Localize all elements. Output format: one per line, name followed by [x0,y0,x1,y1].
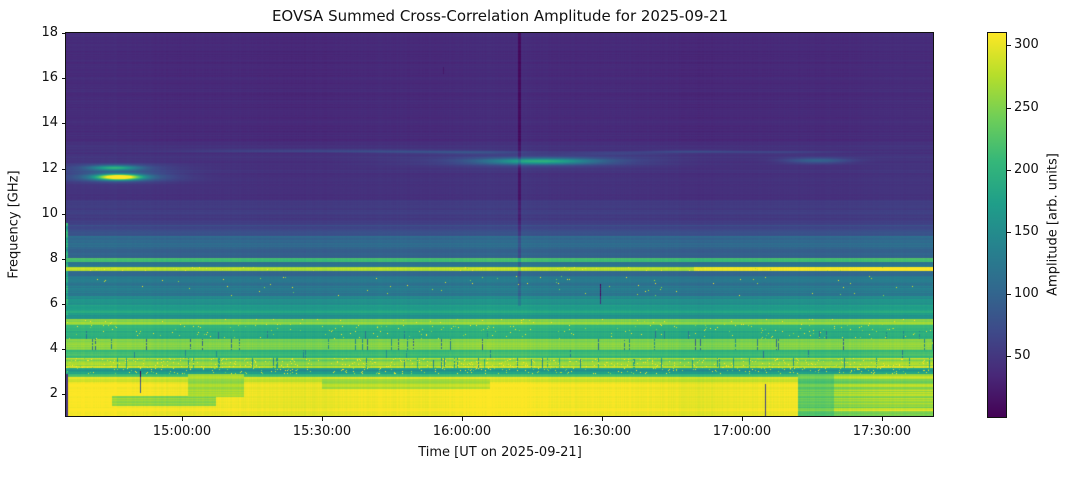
colorbar-tick-mark [1007,355,1011,357]
y-tick-mark [62,78,66,80]
x-tick-label: 17:30:00 [852,424,912,439]
figure-title: EOVSA Summed Cross-Correlation Amplitude… [271,7,729,25]
y-tick-label: 14 [41,115,58,131]
x-tick-label: 15:00:00 [152,424,212,439]
y-tick-label: 10 [41,205,58,221]
x-tick-mark [602,417,603,421]
colorbar-tick-mark [1007,231,1011,233]
x-tick-mark [742,417,743,421]
y-tick-label: 8 [49,250,58,266]
x-axis-label: Time [UT on 2025-09-21] [418,445,582,460]
x-tick-label: 16:00:00 [432,424,492,439]
spectrogram-heatmap [66,33,934,417]
y-tick-label: 16 [41,70,58,86]
colorbar-tick-label: 300 [1014,37,1039,53]
y-axis-label: Frequency [GHz] [6,170,22,279]
colorbar-tick-mark [1007,45,1011,47]
y-tick-label: 6 [49,296,58,312]
colorbar-tick-mark [1007,293,1011,295]
x-tick-label: 16:30:00 [572,424,632,439]
colorbar [988,33,1007,418]
y-tick-label: 18 [41,25,58,40]
x-tick-mark [322,417,323,421]
colorbar-tick-label: 100 [1014,285,1039,301]
x-tick-mark [882,417,883,421]
colorbar-tick-label: 250 [1014,99,1039,115]
y-tick-label: 2 [49,386,58,402]
x-tick-mark [182,417,183,421]
x-tick-mark [462,417,463,421]
y-tick-mark [62,168,66,170]
y-tick-mark [62,213,66,215]
y-tick-mark [62,349,66,351]
colorbar-tick-label: 150 [1014,223,1039,239]
y-tick-mark [62,304,66,306]
y-tick-label: 12 [41,160,58,176]
y-tick-label: 4 [49,341,58,357]
y-tick-mark [62,258,66,260]
y-tick-mark [62,123,66,125]
colorbar-tick-mark [1007,169,1011,171]
x-tick-label: 17:00:00 [712,424,772,439]
colorbar-tick-label: 50 [1014,347,1031,363]
y-tick-mark [62,33,66,34]
colorbar-tick-label: 200 [1014,161,1039,177]
colorbar-label: Amplitude [arb. units] [1045,153,1061,296]
y-tick-mark [62,394,66,396]
colorbar-tick-mark [1007,107,1011,109]
x-tick-label: 15:30:00 [292,424,352,439]
